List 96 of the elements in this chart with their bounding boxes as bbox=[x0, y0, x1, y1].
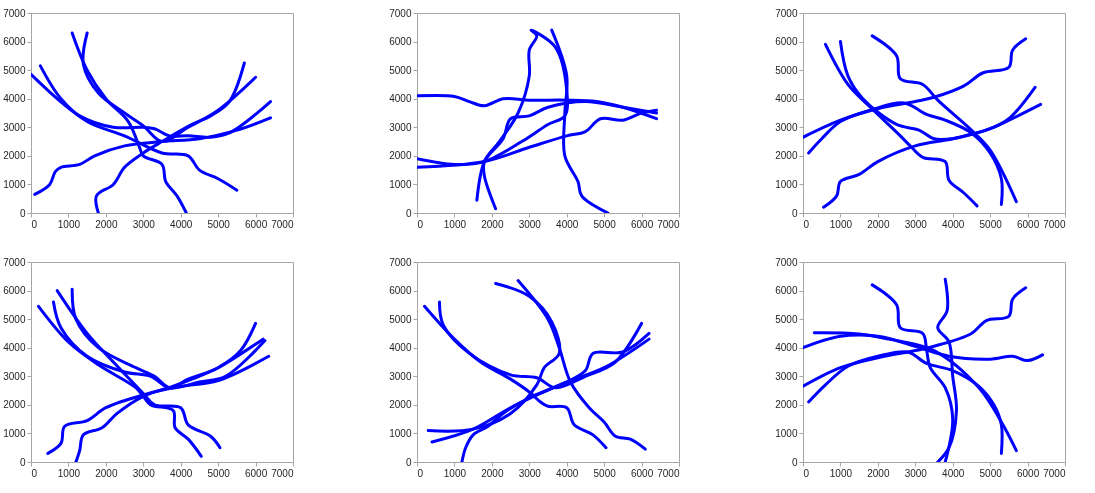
x-tick-label: 6000 bbox=[630, 467, 654, 479]
y-tick-label: 7000 bbox=[775, 7, 798, 19]
y-tick-label: 5000 bbox=[389, 64, 412, 76]
x-tick-label: 5000 bbox=[207, 467, 231, 479]
x-tick-label: 0 bbox=[417, 467, 424, 479]
y-tick-label: 2000 bbox=[775, 150, 798, 162]
y-tick-label: 0 bbox=[405, 456, 412, 468]
y-tick-label: 2000 bbox=[775, 399, 798, 411]
x-tick-label: 3000 bbox=[132, 218, 156, 230]
x-tick-label: 7000 bbox=[271, 467, 294, 479]
x-tick-label: 3000 bbox=[132, 467, 156, 479]
x-tick-label: 5000 bbox=[979, 218, 1003, 230]
y-tick-label: 5000 bbox=[775, 313, 798, 325]
y-tick-label: 5000 bbox=[389, 313, 412, 325]
x-tick-label: 4000 bbox=[942, 218, 965, 230]
x-tick-label: 6000 bbox=[1016, 467, 1040, 479]
x-tick-label: 7000 bbox=[1043, 218, 1066, 230]
x-tick-label: 1000 bbox=[57, 218, 81, 230]
y-tick-label: 6000 bbox=[389, 285, 412, 297]
y-tick-label: 4000 bbox=[775, 93, 798, 105]
y-tick-label: 6000 bbox=[389, 36, 412, 48]
y-tick-label: 1000 bbox=[775, 427, 798, 439]
y-tick-label: 1000 bbox=[775, 178, 798, 190]
x-tick-label: 3000 bbox=[904, 467, 928, 479]
x-tick-label: 0 bbox=[417, 218, 424, 230]
x-tick-label: 4000 bbox=[556, 467, 579, 479]
x-tick-label: 2000 bbox=[867, 218, 890, 230]
y-tick-label: 4000 bbox=[3, 93, 26, 105]
y-tick-label: 0 bbox=[791, 456, 798, 468]
x-tick-label: 3000 bbox=[518, 467, 542, 479]
y-tick-label: 1000 bbox=[389, 427, 412, 439]
x-tick-label: 0 bbox=[803, 218, 810, 230]
x-tick-label: 5000 bbox=[593, 467, 617, 479]
x-tick-label: 2000 bbox=[867, 467, 890, 479]
x-tick-label: 4000 bbox=[942, 467, 965, 479]
y-tick-label: 0 bbox=[405, 207, 412, 219]
x-tick-label: 7000 bbox=[1043, 467, 1066, 479]
x-tick-label: 3000 bbox=[518, 218, 542, 230]
y-tick-label: 3000 bbox=[389, 370, 412, 382]
x-tick-label: 5000 bbox=[979, 467, 1003, 479]
y-tick-label: 7000 bbox=[389, 256, 412, 268]
y-tick-label: 0 bbox=[791, 207, 798, 219]
y-tick-label: 3000 bbox=[389, 121, 412, 133]
y-tick-label: 3000 bbox=[3, 370, 26, 382]
x-tick-label: 7000 bbox=[657, 218, 680, 230]
y-tick-label: 5000 bbox=[3, 64, 26, 76]
y-tick-label: 6000 bbox=[775, 36, 798, 48]
y-tick-label: 4000 bbox=[3, 342, 26, 354]
x-tick-label: 4000 bbox=[170, 467, 193, 479]
y-tick-label: 3000 bbox=[775, 121, 798, 133]
x-tick-label: 1000 bbox=[829, 218, 853, 230]
x-tick-label: 0 bbox=[803, 467, 810, 479]
x-tick-label: 3000 bbox=[904, 218, 928, 230]
y-tick-label: 0 bbox=[19, 456, 26, 468]
x-tick-label: 2000 bbox=[95, 467, 118, 479]
y-tick-label: 7000 bbox=[389, 7, 412, 19]
x-tick-label: 4000 bbox=[556, 218, 579, 230]
x-tick-label: 7000 bbox=[271, 218, 294, 230]
y-tick-label: 5000 bbox=[3, 313, 26, 325]
x-tick-label: 5000 bbox=[593, 218, 617, 230]
x-tick-label: 2000 bbox=[95, 218, 118, 230]
y-tick-label: 4000 bbox=[775, 342, 798, 354]
y-tick-label: 1000 bbox=[3, 178, 26, 190]
y-tick-label: 2000 bbox=[3, 150, 26, 162]
x-tick-label: 0 bbox=[31, 218, 38, 230]
x-tick-label: 1000 bbox=[829, 467, 853, 479]
x-tick-label: 1000 bbox=[57, 467, 81, 479]
y-tick-label: 2000 bbox=[3, 399, 26, 411]
y-tick-label: 4000 bbox=[389, 342, 412, 354]
y-tick-label: 6000 bbox=[775, 285, 798, 297]
x-tick-label: 6000 bbox=[1016, 218, 1040, 230]
y-tick-label: 4000 bbox=[389, 93, 412, 105]
y-tick-label: 3000 bbox=[3, 121, 26, 133]
x-tick-label: 6000 bbox=[244, 218, 268, 230]
y-tick-label: 5000 bbox=[775, 64, 798, 76]
x-tick-label: 2000 bbox=[481, 218, 504, 230]
x-tick-label: 6000 bbox=[244, 467, 268, 479]
x-tick-label: 0 bbox=[31, 467, 38, 479]
x-tick-label: 6000 bbox=[630, 218, 654, 230]
y-tick-label: 0 bbox=[19, 207, 26, 219]
x-tick-label: 7000 bbox=[657, 467, 680, 479]
y-tick-label: 7000 bbox=[3, 256, 26, 268]
y-tick-label: 3000 bbox=[775, 370, 798, 382]
x-tick-label: 5000 bbox=[207, 218, 231, 230]
y-tick-label: 2000 bbox=[389, 150, 412, 162]
y-tick-label: 6000 bbox=[3, 36, 26, 48]
y-tick-label: 7000 bbox=[775, 256, 798, 268]
y-tick-label: 7000 bbox=[3, 7, 26, 19]
x-tick-label: 1000 bbox=[443, 467, 467, 479]
x-tick-label: 4000 bbox=[170, 218, 193, 230]
y-tick-label: 2000 bbox=[389, 399, 412, 411]
x-tick-label: 1000 bbox=[443, 218, 467, 230]
y-tick-label: 1000 bbox=[3, 427, 26, 439]
x-tick-label: 2000 bbox=[481, 467, 504, 479]
y-tick-label: 6000 bbox=[3, 285, 26, 297]
y-tick-label: 1000 bbox=[389, 178, 412, 190]
